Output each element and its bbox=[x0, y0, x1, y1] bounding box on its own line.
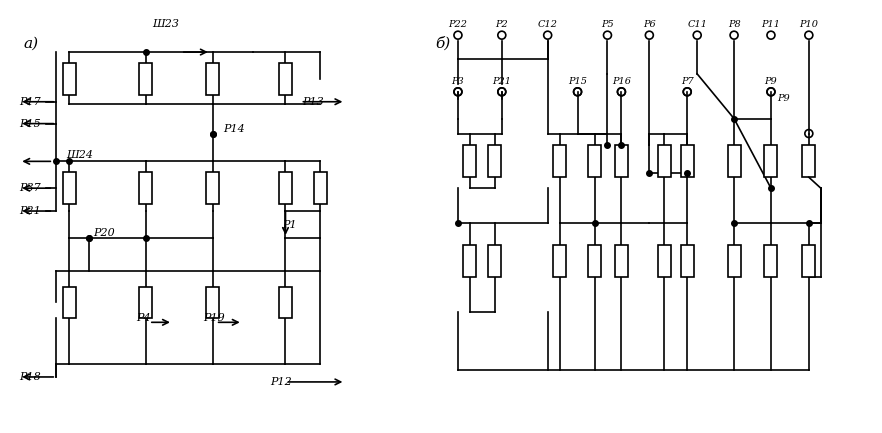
Text: Р12: Р12 bbox=[271, 377, 292, 387]
Text: Р11: Р11 bbox=[761, 20, 781, 29]
Bar bbox=[765, 245, 777, 277]
Bar bbox=[615, 245, 628, 277]
Text: Р7: Р7 bbox=[681, 77, 693, 86]
Bar bbox=[658, 245, 671, 277]
Text: Р2: Р2 bbox=[496, 20, 508, 29]
Text: б): б) bbox=[435, 36, 451, 51]
Text: Р17: Р17 bbox=[19, 97, 41, 107]
Text: Р5: Р5 bbox=[602, 20, 614, 29]
Bar bbox=[728, 245, 741, 277]
Bar bbox=[206, 63, 220, 95]
Bar bbox=[658, 145, 671, 177]
Bar bbox=[63, 287, 76, 318]
Text: Р9: Р9 bbox=[765, 77, 777, 86]
Bar bbox=[681, 145, 694, 177]
Text: Ш23: Ш23 bbox=[153, 19, 179, 29]
Text: Р15: Р15 bbox=[568, 77, 587, 86]
Text: Р8: Р8 bbox=[728, 20, 741, 29]
Bar bbox=[206, 287, 220, 318]
Text: Р18: Р18 bbox=[19, 372, 41, 382]
Text: Р6: Р6 bbox=[643, 20, 655, 29]
Bar bbox=[279, 172, 292, 204]
Bar bbox=[279, 287, 292, 318]
Bar bbox=[615, 145, 628, 177]
Bar bbox=[314, 172, 327, 204]
Bar bbox=[553, 245, 566, 277]
Bar bbox=[489, 245, 501, 277]
Text: Р16: Р16 bbox=[612, 77, 631, 86]
Bar bbox=[463, 145, 476, 177]
Text: а): а) bbox=[23, 36, 39, 50]
Bar bbox=[489, 145, 501, 177]
Text: Р15: Р15 bbox=[19, 119, 41, 129]
Bar bbox=[279, 63, 292, 95]
Text: С12: С12 bbox=[538, 20, 557, 29]
Text: Р4: Р4 bbox=[136, 313, 151, 323]
Text: Р14: Р14 bbox=[222, 123, 244, 133]
Bar bbox=[588, 245, 601, 277]
Bar bbox=[139, 172, 153, 204]
Text: Р3: Р3 bbox=[452, 77, 464, 86]
Bar bbox=[803, 245, 815, 277]
Bar bbox=[803, 145, 815, 177]
Bar bbox=[463, 245, 476, 277]
Text: С11: С11 bbox=[687, 20, 707, 29]
Text: Ш24: Ш24 bbox=[66, 150, 93, 160]
Text: Р20: Р20 bbox=[93, 228, 115, 238]
Bar bbox=[728, 145, 741, 177]
Bar bbox=[206, 172, 220, 204]
Bar bbox=[63, 63, 76, 95]
Text: Р1: Р1 bbox=[282, 220, 297, 230]
Text: Р21: Р21 bbox=[492, 77, 512, 86]
Bar bbox=[139, 63, 153, 95]
Text: Р21: Р21 bbox=[19, 206, 41, 216]
Text: Р13: Р13 bbox=[303, 97, 325, 107]
Bar bbox=[63, 172, 76, 204]
Bar bbox=[681, 245, 694, 277]
Text: Р22: Р22 bbox=[448, 20, 467, 29]
Text: Р19: Р19 bbox=[203, 313, 225, 323]
Text: Р9: Р9 bbox=[777, 94, 789, 103]
Bar bbox=[139, 287, 153, 318]
Bar bbox=[765, 145, 777, 177]
Bar bbox=[588, 145, 601, 177]
Bar bbox=[553, 145, 566, 177]
Text: Р37: Р37 bbox=[19, 183, 41, 193]
Text: Р10: Р10 bbox=[799, 20, 818, 29]
